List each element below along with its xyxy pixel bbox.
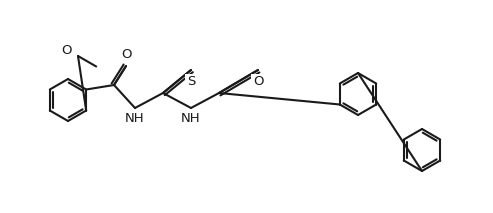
Text: NH: NH	[125, 112, 145, 125]
Text: NH: NH	[181, 112, 201, 125]
Text: S: S	[187, 75, 195, 88]
Text: O: O	[253, 75, 263, 88]
Text: O: O	[62, 43, 72, 56]
Text: O: O	[121, 48, 131, 61]
